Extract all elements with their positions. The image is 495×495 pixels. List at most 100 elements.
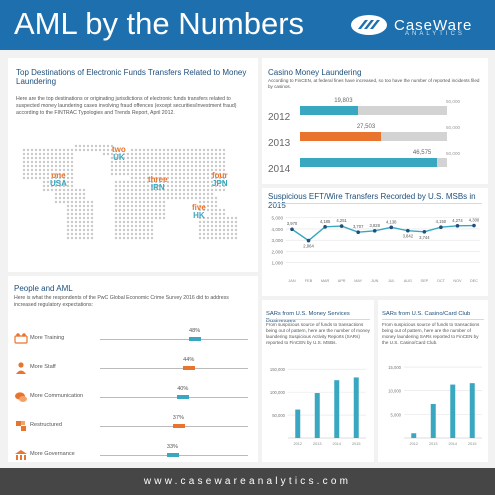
- map-dot: [50, 184, 54, 188]
- page-title: AML by the Numbers: [14, 6, 305, 41]
- map-dot: [150, 188, 154, 192]
- map-dot: [202, 160, 206, 164]
- map-dot: [206, 156, 210, 160]
- map-dot: [190, 156, 194, 160]
- map-dot: [130, 184, 134, 188]
- people-bar-marker: [166, 453, 179, 457]
- map-dot: [138, 192, 142, 196]
- map-dot: [102, 152, 106, 156]
- map-dot: [206, 232, 210, 236]
- map-dot: [182, 188, 186, 192]
- caseware-logo[interactable]: CaseWare ANALYTICS: [350, 14, 472, 37]
- map-dot: [218, 208, 222, 212]
- map-dot: [214, 224, 218, 228]
- map-dot: [126, 204, 130, 208]
- map-dot: [38, 152, 42, 156]
- map-dot: [150, 184, 154, 188]
- map-dot: [214, 220, 218, 224]
- map-dot: [62, 172, 66, 176]
- map-dot: [154, 192, 158, 196]
- map-dot: [86, 204, 90, 208]
- map-dot: [50, 160, 54, 164]
- map-dot: [186, 164, 190, 168]
- map-dot: [78, 236, 82, 240]
- map-dot: [138, 196, 142, 200]
- map-dot: [38, 160, 42, 164]
- map-dot: [74, 196, 78, 200]
- map-dot: [134, 212, 138, 216]
- map-dot: [214, 180, 218, 184]
- map-dot: [194, 176, 198, 180]
- data-point: [472, 223, 476, 228]
- map-dot: [58, 168, 62, 172]
- map-dot: [38, 164, 42, 168]
- map-dot: [78, 220, 82, 224]
- map-dot: [214, 204, 218, 208]
- map-dot: [98, 148, 102, 152]
- map-dot: [118, 160, 122, 164]
- map-dot: [66, 180, 70, 184]
- map-dot: [86, 216, 90, 220]
- map-dot: [46, 180, 50, 184]
- casino-title: Casino Money Laundering: [268, 68, 362, 77]
- map-dot: [54, 196, 58, 200]
- y-tick-label: 5,000: [391, 412, 402, 417]
- map-dot: [42, 184, 46, 188]
- map-dot: [58, 152, 62, 156]
- map-dot: [134, 176, 138, 180]
- map-dot: [62, 200, 66, 204]
- people-panel: [8, 276, 258, 462]
- map-dot: [78, 208, 82, 212]
- msb-bar-chart: 150,000 100,000 50,000 2012 2013 2014 2015: [270, 367, 366, 446]
- people-row: More Training 48%: [8, 328, 258, 354]
- map-dot: [110, 164, 114, 168]
- map-dot: [134, 188, 138, 192]
- map-dot: [202, 148, 206, 152]
- map-dot: [162, 196, 166, 200]
- destination-2-code: UK: [113, 153, 125, 162]
- map-dot: [214, 156, 218, 160]
- casino-bar: [300, 158, 437, 167]
- y-tick-label: 100,000: [270, 390, 286, 395]
- map-dot: [170, 180, 174, 184]
- map-dot: [174, 168, 178, 172]
- footer-url-link[interactable]: www.casewareanalytics.com: [143, 476, 352, 487]
- map-dot: [214, 208, 218, 212]
- map-dot: [146, 232, 150, 236]
- data-label: 3,828: [369, 223, 380, 228]
- map-dot: [158, 204, 162, 208]
- map-dot: [194, 196, 198, 200]
- map-dot: [206, 168, 210, 172]
- map-dot: [202, 224, 206, 228]
- map-dot: [66, 204, 70, 208]
- map-dot: [194, 192, 198, 196]
- map-dot: [198, 188, 202, 192]
- map-dot: [206, 216, 210, 220]
- map-dot: [202, 220, 206, 224]
- casino-bar-track: [300, 106, 447, 115]
- map-dot: [34, 168, 38, 172]
- data-label: 4,300: [469, 218, 480, 223]
- map-dot: [170, 188, 174, 192]
- map-dot: [146, 228, 150, 232]
- map-dot: [222, 148, 226, 152]
- casino-description: According to FinCEN, at federal fines ha…: [268, 78, 480, 89]
- map-dot: [118, 196, 122, 200]
- map-dot: [130, 148, 134, 152]
- map-dot: [182, 176, 186, 180]
- map-dot: [210, 176, 214, 180]
- map-dot: [74, 204, 78, 208]
- map-dot: [66, 192, 70, 196]
- map-dot: [30, 172, 34, 176]
- map-dot: [82, 188, 86, 192]
- map-dot: [150, 192, 154, 196]
- map-dot: [222, 152, 226, 156]
- map-dot: [118, 200, 122, 204]
- map-dot: [146, 188, 150, 192]
- map-dot: [166, 180, 170, 184]
- map-dot: [90, 236, 94, 240]
- map-dot: [150, 160, 154, 164]
- map-dot: [134, 232, 138, 236]
- map-dot: [86, 148, 90, 152]
- map-dot: [190, 152, 194, 156]
